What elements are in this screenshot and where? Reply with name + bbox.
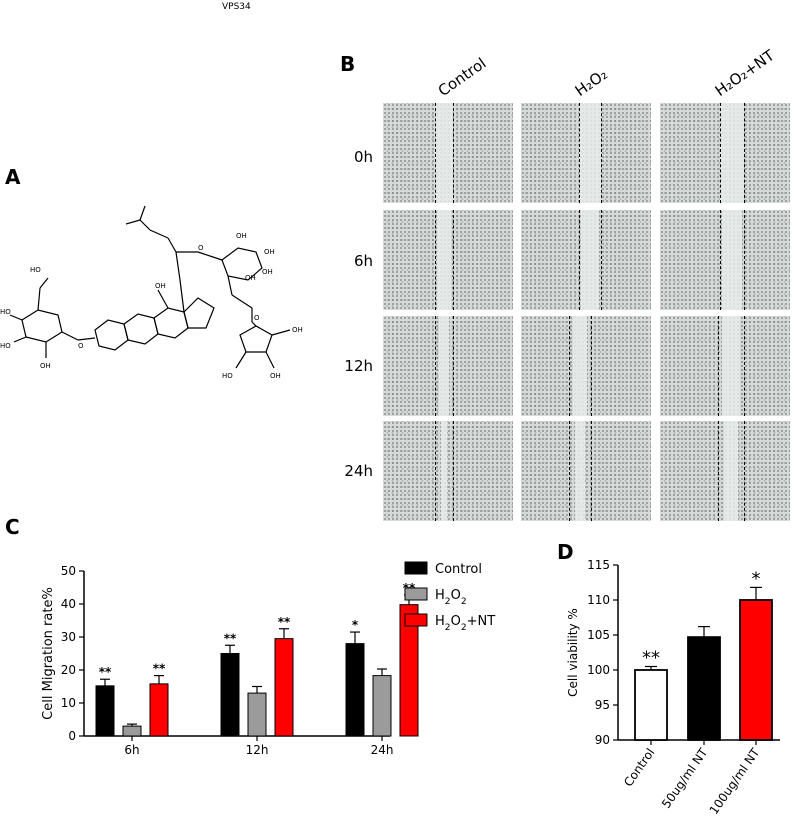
svg-text:OH: OH <box>262 268 273 276</box>
micrograph-ho-12h <box>521 316 651 416</box>
micrograph-control-0h <box>383 103 513 203</box>
y-axis-label: Cell viability % <box>566 608 580 697</box>
y-tick-label: 20 <box>61 663 76 677</box>
row-header-12h: 12h <box>344 357 373 375</box>
svg-text:OH: OH <box>264 248 275 256</box>
micrograph-ho-6h <box>521 210 651 310</box>
significance-label: ** <box>278 615 291 629</box>
y-tick-label: 50 <box>61 564 76 578</box>
x-tick-label: 100ug/ml NT <box>707 745 763 815</box>
y-tick-label: 10 <box>61 696 76 710</box>
y-tick-label: 40 <box>61 597 76 611</box>
x-tick-label: 12h <box>246 743 269 757</box>
bar <box>247 692 267 737</box>
legend-swatch <box>404 561 428 575</box>
row-header-0h: 0h <box>353 148 373 166</box>
x-tick-label: Control <box>621 746 657 790</box>
svg-text:O: O <box>78 342 84 350</box>
micrograph-ho-0h <box>521 103 651 203</box>
column-header-h2o2-nt: H₂O₂+NT <box>711 46 778 100</box>
legend-label: Control <box>435 562 482 577</box>
micrograph-hont-12h <box>660 316 790 416</box>
significance-label: ** <box>153 662 166 676</box>
micrograph-control-24h <box>383 421 513 521</box>
bar <box>274 638 294 737</box>
row-header-6h: 6h <box>353 252 373 270</box>
panel-label-c: C <box>5 515 20 539</box>
significance-label: ** <box>224 631 237 645</box>
legend-swatch <box>404 587 428 601</box>
column-header-control: Control <box>434 54 490 100</box>
svg-text:O: O <box>198 244 204 252</box>
row-header-24h: 24h <box>344 462 373 480</box>
bar <box>345 643 365 737</box>
bar <box>95 685 115 737</box>
chemical-structure: HO HO HO OH O OH O OH OH OH OH O HO OH OH <box>0 205 303 380</box>
svg-text:HO: HO <box>0 342 11 350</box>
bar <box>687 636 721 741</box>
x-tick-label: 24h <box>371 743 394 757</box>
micrograph-control-6h <box>383 210 513 310</box>
y-tick-label: 95 <box>595 698 610 712</box>
micrograph-hont-6h <box>660 210 790 310</box>
bar <box>372 675 392 737</box>
micrograph-control-12h <box>383 316 513 416</box>
svg-text:HO: HO <box>222 372 233 380</box>
legend-label: H2O2+NT <box>435 614 495 633</box>
bar <box>149 683 169 737</box>
legend-swatch <box>404 613 428 627</box>
svg-text:OH: OH <box>292 326 303 334</box>
svg-text:HO: HO <box>30 266 41 274</box>
micrograph-hont-24h <box>660 421 790 521</box>
micrograph-hont-0h <box>660 103 790 203</box>
y-tick-label: 90 <box>595 733 610 747</box>
svg-text:OH: OH <box>245 274 256 282</box>
svg-text:OH: OH <box>155 282 166 290</box>
svg-text:HO: HO <box>0 308 11 316</box>
svg-text:O: O <box>254 314 260 322</box>
column-header-h2o2: H₂O₂ <box>571 65 611 100</box>
micrograph-ho-24h <box>521 421 651 521</box>
bar <box>122 725 142 737</box>
panel-label-d: D <box>557 540 574 564</box>
significance-label: * <box>352 618 359 632</box>
bar <box>739 599 773 741</box>
y-tick-label: 110 <box>587 593 610 607</box>
significance-label: * <box>752 568 761 589</box>
y-axis-label: Cell Migration rate% <box>41 587 56 720</box>
svg-text:OH: OH <box>270 372 281 380</box>
significance-label: ** <box>99 665 112 679</box>
x-tick-label: 6h <box>124 743 139 757</box>
chart-cell-migration: 0 10 20 30 40 50 Cell Migration rate% 6h ** ** 12h… <box>41 561 495 757</box>
panel-label-a: A <box>5 165 21 189</box>
y-tick-label: 115 <box>587 558 610 572</box>
chart-cell-viability: 90 95 100 105 110 115 Cell viability % ** Contro… <box>566 558 780 815</box>
x-tick-label: 50ug/ml NT <box>659 745 711 811</box>
compound-name: VPS34 <box>222 2 251 12</box>
bar <box>220 653 240 737</box>
svg-text:OH: OH <box>236 232 247 240</box>
significance-label: ** <box>642 648 660 669</box>
bar <box>634 669 668 741</box>
y-tick-label: 100 <box>587 663 610 677</box>
y-tick-label: 30 <box>61 630 76 644</box>
svg-text:OH: OH <box>40 362 51 370</box>
legend-label: H2O2 <box>435 588 467 607</box>
panel-label-b: B <box>340 52 356 76</box>
y-tick-label: 105 <box>587 628 610 642</box>
y-tick-label: 0 <box>68 729 76 743</box>
